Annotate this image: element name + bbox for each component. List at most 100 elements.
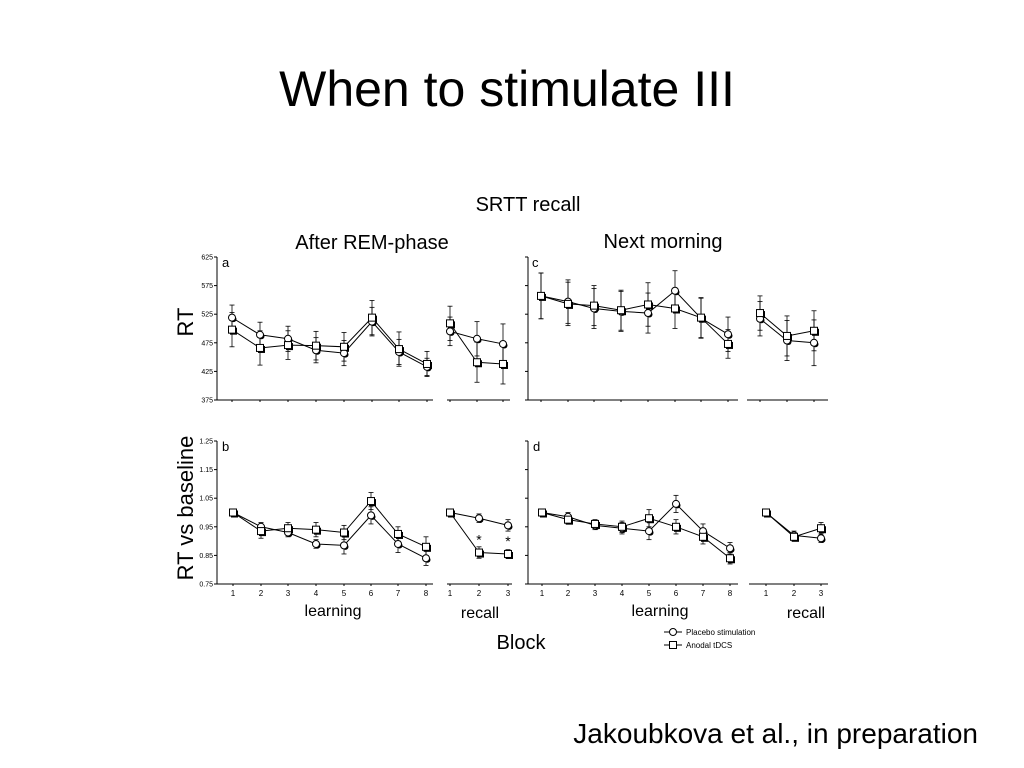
series-line	[232, 512, 427, 559]
data-point-square	[645, 514, 653, 523]
x-tick-label: 8	[424, 589, 429, 598]
x-tick-label: 4	[314, 589, 319, 598]
data-point-square	[697, 313, 705, 322]
y-tick-label: 525	[201, 312, 213, 319]
data-point-square	[446, 508, 454, 517]
panel-letter: d	[533, 439, 540, 454]
data-point-square	[671, 304, 679, 313]
data-point-square	[423, 359, 431, 368]
data-point-square	[368, 313, 376, 322]
data-point-square	[394, 529, 402, 538]
x-tick-label: 5	[647, 589, 652, 598]
x-tick-label: 8	[728, 589, 733, 598]
data-point-circle	[724, 330, 732, 339]
x-label-block: Block	[497, 632, 547, 654]
y-tick-label: 425	[201, 369, 213, 376]
y-tick-label: 375	[201, 398, 213, 405]
x-tick-label: 5	[342, 589, 347, 598]
data-point-square	[228, 325, 236, 334]
legend-item-anodal: Anodal tDCS	[664, 641, 732, 650]
data-point-square	[726, 554, 734, 563]
data-point-circle	[817, 534, 825, 543]
data-point-square	[422, 542, 430, 551]
data-point-square	[538, 508, 546, 517]
data-point-square	[783, 331, 791, 340]
data-point-square	[762, 508, 770, 517]
y-tick-label: 1.05	[199, 496, 213, 503]
data-point-square	[644, 300, 652, 309]
data-point-circle	[394, 539, 402, 548]
x-tick-label: 2	[566, 589, 571, 598]
data-point-circle	[499, 339, 507, 348]
data-point-square	[284, 524, 292, 533]
y-tick-label: 575	[201, 283, 213, 290]
y-tick-label: 0.95	[199, 524, 213, 531]
series-line	[449, 323, 504, 365]
panel-letter: c	[532, 255, 539, 270]
data-point-square	[537, 291, 545, 300]
data-point-square	[284, 341, 292, 350]
slide-title: When to stimulate III	[279, 61, 735, 117]
x-section-learning-right: learning	[632, 603, 689, 620]
data-point-square	[817, 524, 825, 533]
x-tick-label: 7	[701, 589, 706, 598]
data-point-square	[564, 515, 572, 524]
y-tick-label: 625	[201, 255, 213, 262]
panel-c: c	[525, 255, 828, 402]
data-point-circle	[644, 309, 652, 318]
data-point-square	[312, 341, 320, 350]
x-section-learning-left: learning	[305, 603, 362, 620]
y-tick-label: 475	[201, 340, 213, 347]
data-point-circle	[422, 554, 430, 563]
x-tick-label: 1	[540, 589, 545, 598]
panel-d: d 1 2 3 4 5 6 7 8 1 2 3	[525, 439, 828, 598]
data-point-square	[473, 358, 481, 367]
col-label-next-morning: Next morning	[604, 231, 723, 253]
data-point-circle	[810, 338, 818, 347]
y-tick-label: 0.85	[199, 553, 213, 560]
data-point-circle	[228, 313, 236, 322]
data-point-square	[229, 508, 237, 517]
y-label-rt: RT	[173, 308, 198, 337]
data-point-square	[810, 326, 818, 335]
y-tick-label: 1.25	[199, 439, 213, 446]
x-tick-label: 3	[819, 589, 824, 598]
x-tick-label: 1	[231, 589, 236, 598]
data-point-square	[504, 549, 512, 558]
data-point-circle	[446, 327, 454, 336]
data-point-circle	[340, 541, 348, 550]
data-point-circle	[367, 511, 375, 520]
data-point-square	[340, 528, 348, 537]
legend-label-placebo: Placebo stimulation	[686, 628, 755, 637]
data-point-square	[340, 342, 348, 351]
panel-a: a 625 575 525 475 425 375	[201, 255, 510, 405]
data-point-circle	[504, 521, 512, 530]
data-point-square	[590, 301, 598, 310]
legend-marker-square	[669, 641, 677, 649]
data-point-square	[446, 319, 454, 328]
x-tick-label: 3	[286, 589, 291, 598]
panel-letter: b	[222, 439, 229, 454]
data-point-square	[256, 343, 264, 352]
x-tick-label: 4	[620, 589, 625, 598]
legend-label-anodal: Anodal tDCS	[686, 641, 732, 650]
data-point-circle	[473, 334, 481, 343]
data-point-circle	[672, 499, 680, 508]
data-point-square	[475, 548, 483, 557]
x-section-recall-left: recall	[461, 605, 499, 622]
data-point-square	[756, 309, 764, 318]
x-tick-label: 3	[593, 589, 598, 598]
figure-labels: SRTT recall After REM-phase Next morning…	[173, 194, 825, 654]
data-point-square	[591, 519, 599, 528]
legend: Placebo stimulation Anodal tDCS	[664, 628, 755, 650]
chart-panels: a625575525475425375b1.251.151.050.950.85…	[199, 255, 828, 598]
legend-item-placebo: Placebo stimulation	[664, 628, 755, 637]
data-point-square	[257, 527, 265, 536]
data-point-square	[395, 345, 403, 354]
x-tick-label: 7	[396, 589, 401, 598]
x-tick-label: 1	[764, 589, 769, 598]
data-point-circle	[312, 539, 320, 548]
x-section-recall-right: recall	[787, 605, 825, 622]
data-point-square	[699, 532, 707, 541]
y-tick-label: 0.75	[199, 582, 213, 589]
